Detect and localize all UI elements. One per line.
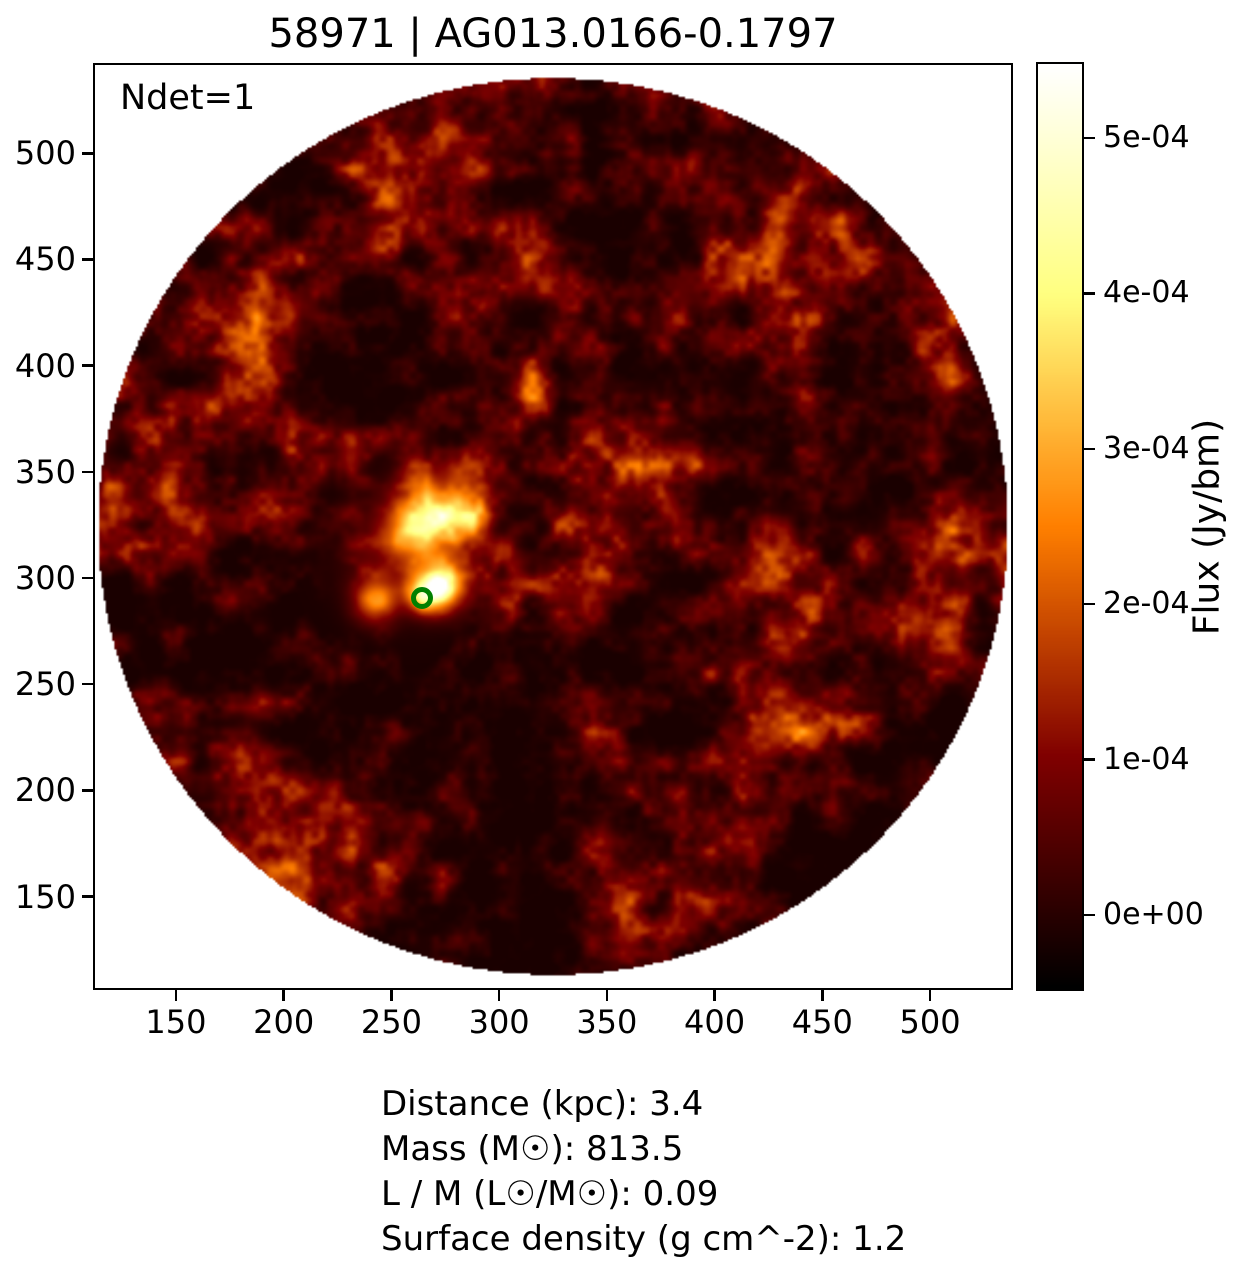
y-tick-mark [82, 258, 93, 261]
colorbar-tick-label: 3e-04 [1103, 430, 1190, 466]
x-tick-mark [928, 990, 932, 1001]
x-tick-mark [174, 990, 178, 1001]
y-tick-mark [82, 895, 93, 898]
y-tick-label: 450 [14, 240, 76, 279]
x-tick-mark [390, 990, 393, 1001]
y-tick-label: 300 [14, 559, 76, 597]
info-line-distance: Distance (kpc): 3.4 [381, 1084, 704, 1124]
x-tick-mark [821, 990, 824, 1001]
y-tick-label: 150 [14, 877, 76, 916]
colorbar-gradient-canvas [1038, 64, 1082, 989]
y-tick-mark [82, 152, 93, 155]
info-line-surface-density: Surface density (g cm^-2): 1.2 [381, 1219, 907, 1259]
y-tick-mark [82, 682, 93, 686]
colorbar-tick-mark [1084, 913, 1095, 917]
y-tick-label: 400 [14, 346, 76, 385]
colorbar-label: Flux (Jy/bm) [1186, 418, 1228, 636]
y-tick-mark [82, 364, 93, 367]
colorbar-tick-mark [1084, 602, 1095, 606]
y-tick-label: 250 [14, 665, 76, 704]
y-tick-mark [82, 470, 93, 474]
colorbar-tick-mark [1084, 447, 1095, 451]
figure-title: 58971 | AG013.0166-0.1797 [268, 11, 838, 57]
x-tick-label: 400 [684, 1003, 746, 1041]
info-line-mass: Mass (M☉): 813.5 [381, 1129, 684, 1169]
colorbar-tick-label: 5e-04 [1103, 120, 1190, 156]
colorbar-tick-label: 1e-04 [1103, 741, 1190, 777]
x-tick-mark [713, 990, 716, 1001]
colorbar-tick-mark [1084, 136, 1095, 140]
x-tick-mark [605, 990, 609, 1001]
heatmap-axes: Ndet=1 [93, 63, 1013, 990]
y-tick-label: 200 [14, 771, 76, 810]
x-tick-mark [497, 990, 501, 1001]
x-tick-label: 150 [145, 1003, 207, 1041]
x-tick-mark [282, 990, 285, 1001]
x-tick-label: 450 [791, 1003, 853, 1041]
colorbar-tick-label: 4e-04 [1103, 275, 1190, 311]
colorbar-tick-label: 2e-04 [1103, 586, 1190, 622]
colorbar-tick-label: 0e+00 [1103, 896, 1204, 932]
heatmap-canvas [95, 65, 1011, 988]
y-tick-label: 350 [14, 452, 76, 491]
x-tick-label: 200 [253, 1003, 315, 1041]
colorbar-tick-mark [1084, 758, 1095, 761]
y-tick-label: 500 [14, 134, 76, 173]
y-tick-mark [82, 789, 93, 792]
x-tick-label: 500 [899, 1003, 961, 1041]
x-tick-label: 250 [360, 1003, 422, 1041]
x-tick-label: 300 [468, 1003, 530, 1041]
colorbar-tick-mark [1084, 292, 1095, 295]
y-tick-mark [82, 576, 93, 580]
source-marker [410, 587, 433, 610]
x-tick-label: 350 [576, 1003, 638, 1041]
info-block: Distance (kpc): 3.4 Mass (M☉): 813.5 L /… [381, 1082, 906, 1262]
info-line-l-over-m: L / M (L☉/M☉): 0.09 [381, 1174, 719, 1214]
ndet-annotation: Ndet=1 [120, 78, 256, 118]
colorbar [1036, 62, 1084, 991]
